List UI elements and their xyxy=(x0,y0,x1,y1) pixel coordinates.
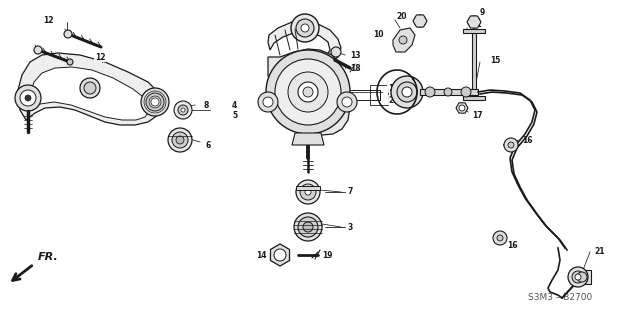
Circle shape xyxy=(468,16,480,28)
Circle shape xyxy=(301,24,309,32)
Circle shape xyxy=(493,231,507,245)
Circle shape xyxy=(84,82,96,94)
Text: 13: 13 xyxy=(350,51,361,60)
Circle shape xyxy=(151,98,159,106)
Text: 16: 16 xyxy=(522,135,533,145)
Circle shape xyxy=(414,15,426,27)
Circle shape xyxy=(303,87,313,97)
Circle shape xyxy=(178,105,188,115)
Text: 12: 12 xyxy=(43,15,54,25)
Polygon shape xyxy=(413,15,427,27)
Circle shape xyxy=(402,87,412,97)
Polygon shape xyxy=(271,244,290,266)
Text: 4: 4 xyxy=(232,100,237,109)
Circle shape xyxy=(181,108,185,112)
Polygon shape xyxy=(268,21,341,67)
Circle shape xyxy=(263,97,273,107)
Circle shape xyxy=(15,85,41,111)
Circle shape xyxy=(275,59,341,125)
Circle shape xyxy=(459,105,465,111)
Bar xyxy=(472,30,476,100)
Text: FR.: FR. xyxy=(38,252,59,262)
Bar xyxy=(296,186,320,190)
Circle shape xyxy=(25,95,31,101)
Polygon shape xyxy=(456,103,468,113)
Text: 15: 15 xyxy=(490,55,501,65)
Circle shape xyxy=(296,19,314,37)
Text: 3: 3 xyxy=(348,222,354,231)
Text: 2: 2 xyxy=(388,95,393,105)
Circle shape xyxy=(303,222,313,232)
Circle shape xyxy=(331,47,341,57)
Text: 8: 8 xyxy=(204,100,210,109)
Circle shape xyxy=(274,249,286,261)
Circle shape xyxy=(298,82,318,102)
Text: 19: 19 xyxy=(322,251,333,260)
Circle shape xyxy=(397,82,417,102)
Bar xyxy=(573,270,591,284)
Text: 17: 17 xyxy=(472,110,483,119)
Circle shape xyxy=(461,87,471,97)
Polygon shape xyxy=(28,67,150,120)
Circle shape xyxy=(174,101,192,119)
Circle shape xyxy=(577,272,587,282)
Text: 11: 11 xyxy=(471,20,481,28)
Text: 21: 21 xyxy=(594,247,605,257)
Circle shape xyxy=(296,180,320,204)
Circle shape xyxy=(337,92,357,112)
Text: 7: 7 xyxy=(348,188,354,196)
Circle shape xyxy=(176,136,184,144)
Bar xyxy=(463,29,485,33)
Circle shape xyxy=(172,132,188,148)
Polygon shape xyxy=(393,28,415,52)
Text: 18: 18 xyxy=(350,63,361,73)
Circle shape xyxy=(64,30,72,38)
Circle shape xyxy=(67,59,73,65)
Circle shape xyxy=(425,87,435,97)
Circle shape xyxy=(288,72,328,112)
Polygon shape xyxy=(467,16,481,28)
Circle shape xyxy=(258,92,278,112)
Text: 16: 16 xyxy=(507,242,517,251)
Text: 20: 20 xyxy=(397,12,407,20)
Circle shape xyxy=(572,271,584,283)
Bar xyxy=(420,89,478,95)
Polygon shape xyxy=(18,53,162,125)
Circle shape xyxy=(391,76,423,108)
Circle shape xyxy=(342,97,352,107)
Circle shape xyxy=(298,217,318,237)
Text: S3M3 – B2700: S3M3 – B2700 xyxy=(528,293,592,302)
Text: 6: 6 xyxy=(205,140,210,149)
Text: 10: 10 xyxy=(373,29,383,38)
Circle shape xyxy=(141,88,169,116)
Circle shape xyxy=(497,235,503,241)
Circle shape xyxy=(508,142,514,148)
Polygon shape xyxy=(268,49,350,135)
Circle shape xyxy=(80,78,100,98)
Circle shape xyxy=(305,189,311,195)
Circle shape xyxy=(20,90,36,106)
Text: 12: 12 xyxy=(95,52,105,61)
Circle shape xyxy=(444,88,452,96)
Circle shape xyxy=(504,138,518,152)
Circle shape xyxy=(300,184,316,200)
Circle shape xyxy=(34,46,42,54)
Text: 1: 1 xyxy=(388,84,393,92)
Circle shape xyxy=(399,36,407,44)
Circle shape xyxy=(294,213,322,241)
Circle shape xyxy=(266,50,350,134)
Text: 5: 5 xyxy=(232,110,237,119)
Bar xyxy=(463,96,485,100)
Bar xyxy=(370,85,388,105)
Polygon shape xyxy=(292,133,324,145)
Circle shape xyxy=(146,93,164,111)
Circle shape xyxy=(568,267,588,287)
Text: 9: 9 xyxy=(480,7,485,17)
Text: 14: 14 xyxy=(255,251,266,260)
Circle shape xyxy=(291,14,319,42)
Circle shape xyxy=(168,128,192,152)
Circle shape xyxy=(575,274,581,280)
